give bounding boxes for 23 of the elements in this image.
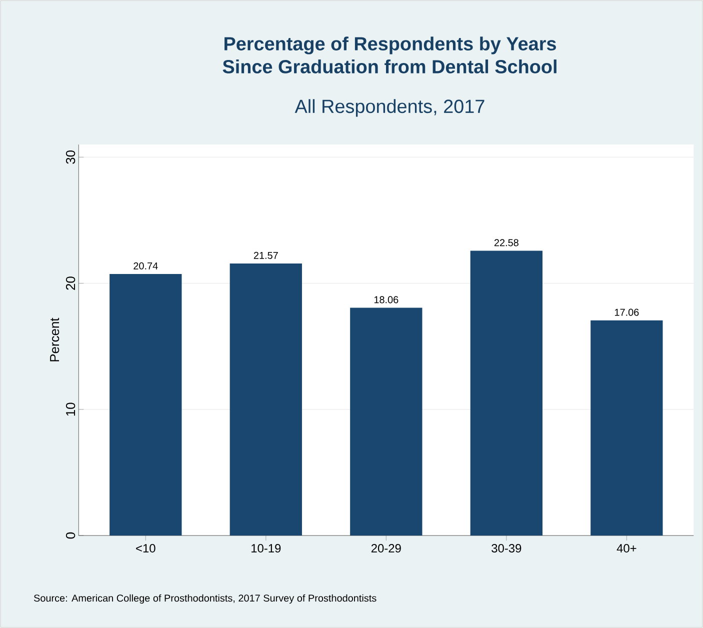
chart-title: Percentage of Respondents by Years Since Graduation from Dental School <box>222 36 556 74</box>
x-tick-label: 40+ <box>616 544 636 553</box>
data-label: 21.57 <box>254 252 278 259</box>
y-axis-title: Percent <box>50 318 60 362</box>
y-tick-label: 10 <box>66 402 76 416</box>
bar <box>590 320 663 536</box>
chart-subtitle: All Respondents, 2017 <box>294 99 484 117</box>
x-tick-label: 30-39 <box>492 544 522 553</box>
x-tick-label: 10-19 <box>252 544 281 553</box>
bar <box>470 250 542 536</box>
y-tick-label: 0 <box>66 532 76 539</box>
bar <box>230 263 302 536</box>
y-tick-label: 30 <box>66 150 76 164</box>
bar <box>350 308 422 536</box>
data-label: 18.06 <box>374 296 398 304</box>
x-tick-label: <10 <box>136 544 156 553</box>
bar <box>110 274 182 536</box>
y-tick-label: 20 <box>66 276 76 290</box>
source-note: Source: American College of Prosthodontists, 2017 Survey of Prosthodontists <box>34 594 376 604</box>
data-label: 17.06 <box>614 308 639 316</box>
x-tick-label: 20-29 <box>371 544 401 553</box>
data-label: 22.58 <box>494 239 518 246</box>
data-label: 20.74 <box>134 262 158 270</box>
